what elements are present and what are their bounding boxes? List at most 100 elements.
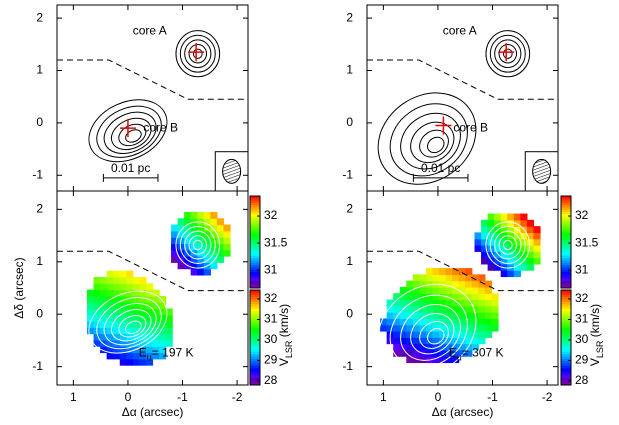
map-pixel — [177, 230, 185, 238]
map-pixel — [487, 263, 495, 271]
map-pixel — [119, 321, 127, 328]
contour — [410, 313, 455, 355]
y-tick-label: -1 — [342, 167, 353, 181]
map-pixel — [106, 321, 114, 328]
colorbar-segment — [561, 198, 571, 202]
map-pixel — [190, 268, 198, 276]
map-pixel — [478, 280, 486, 288]
colorbar-segment — [250, 209, 260, 213]
map-pixel — [458, 318, 466, 326]
map-pixel — [87, 302, 95, 310]
map-pixel — [106, 346, 114, 354]
map-pixel — [393, 299, 401, 307]
colorbar-segment — [561, 297, 571, 300]
contour — [400, 112, 461, 170]
colorbar-tick-label: 31 — [264, 262, 278, 276]
map-pixel — [452, 299, 460, 307]
map-pixel — [474, 232, 482, 240]
map-pixel — [106, 339, 114, 347]
contour — [188, 235, 208, 255]
colorbar-segment — [250, 228, 260, 231]
map-pixel — [126, 283, 134, 291]
map-pixel — [452, 268, 460, 275]
map-pixel — [520, 219, 528, 227]
x-tick-label: -1 — [177, 390, 188, 404]
map-pixel — [412, 318, 420, 326]
map-pixel — [216, 218, 225, 226]
map-pixel — [132, 358, 141, 366]
map-pixel — [171, 224, 179, 232]
colorbar-segment — [561, 328, 571, 331]
map-pixel — [526, 257, 535, 265]
contour — [188, 44, 208, 64]
map-pixel — [119, 276, 127, 284]
map-pixel — [419, 274, 427, 282]
x-axis-label: Δα (arcsec) — [432, 405, 494, 419]
map-pixel — [223, 243, 231, 251]
map-pixel — [419, 299, 427, 307]
colorbar-segment — [561, 196, 571, 199]
map-pixel — [412, 299, 420, 307]
contour — [175, 221, 221, 269]
map-pixel — [439, 280, 447, 288]
colorbar-segment — [561, 380, 571, 384]
map-pixel — [159, 321, 167, 328]
map-pixel — [380, 324, 388, 332]
map-pixel — [139, 358, 147, 366]
colorbar-tick-label: 32 — [264, 208, 278, 222]
map-pixel — [119, 327, 127, 335]
map-pixel — [113, 339, 121, 347]
map-pixel — [533, 257, 541, 265]
map-pixel — [458, 324, 466, 332]
colorbar-segment — [561, 251, 571, 254]
colorbar-segment — [250, 230, 260, 234]
map-pixel — [184, 224, 192, 232]
contour — [419, 129, 449, 158]
contour — [494, 230, 522, 260]
map-pixel — [190, 237, 198, 245]
map-pixel — [445, 299, 453, 307]
map-pixel — [119, 314, 127, 322]
map-pixel — [406, 356, 414, 364]
energy-label-rest: = 197 K — [152, 346, 194, 360]
y-tick-label: 1 — [346, 254, 353, 268]
colorbar-tick-label: 32 — [575, 208, 589, 222]
map-pixel — [132, 276, 141, 284]
map-pixel — [210, 224, 218, 232]
colorbar-segment — [250, 274, 260, 277]
map-pixel — [184, 211, 192, 219]
map-pixel — [223, 237, 231, 245]
map-pixel — [145, 352, 154, 360]
x-tick-label: -2 — [232, 390, 243, 404]
map-pixel — [119, 295, 127, 303]
map-pixel — [406, 293, 414, 301]
y-tick-label: 2 — [36, 10, 43, 24]
map-pixel — [386, 312, 394, 320]
map-pixel — [520, 251, 528, 259]
colorbar-segment — [250, 382, 260, 386]
colorbar-segment — [561, 271, 571, 275]
colorbar-segment — [250, 265, 260, 268]
map-pixel — [412, 330, 420, 338]
map-pixel — [432, 312, 440, 320]
colorbar-segment — [561, 337, 571, 341]
map-pixel — [452, 293, 460, 301]
map-pixel — [87, 295, 95, 303]
colorbar-tick-label: 30 — [575, 332, 589, 346]
colorbar-segment — [561, 368, 571, 372]
map-pixel — [100, 333, 108, 341]
colorbar-segment — [561, 358, 571, 362]
beam — [532, 158, 552, 184]
map-pixel — [406, 343, 414, 351]
colorbar-segment — [250, 267, 260, 271]
colorbar-tick-label: 31 — [264, 312, 278, 326]
map-pixel — [152, 289, 160, 297]
colorbar-segment — [561, 253, 571, 257]
map-pixel — [507, 238, 515, 246]
map-pixel — [139, 321, 147, 328]
colorbar-segment — [250, 339, 260, 343]
map-pixel — [406, 337, 414, 345]
map-pixel — [145, 321, 154, 328]
map-pixel — [139, 289, 147, 297]
colorbar-segment — [561, 354, 571, 357]
